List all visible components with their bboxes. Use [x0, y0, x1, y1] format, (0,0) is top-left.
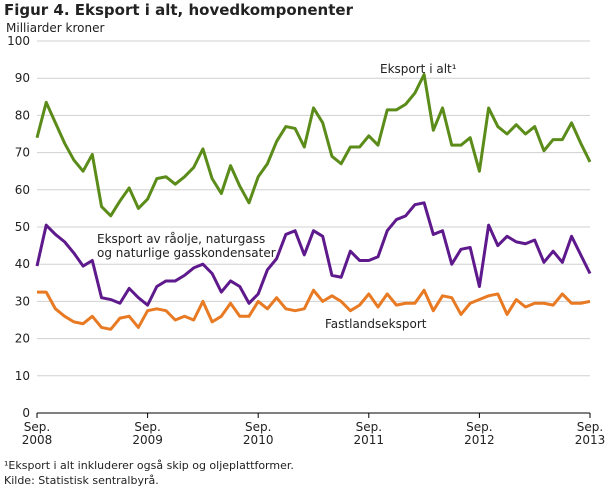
x-tick-label: Sep. 2009	[132, 420, 163, 447]
y-tick-label: 80	[15, 108, 30, 122]
y-tick-label: 100	[7, 34, 30, 48]
footnote: ¹Eksport i alt inkluderer også skip og o…	[4, 459, 294, 472]
y-tick-label: 60	[15, 183, 30, 197]
series-line	[37, 288, 591, 331]
y-tick-label: 0	[22, 406, 30, 420]
y-tick-label: 90	[15, 71, 30, 85]
series-line	[35, 72, 592, 218]
y-tick-label: 70	[15, 146, 30, 160]
x-tick-label: Sep. 2013	[575, 420, 606, 447]
x-tick-label: Sep. 2012	[464, 420, 495, 447]
series-line	[35, 201, 592, 307]
y-tick-label: 20	[15, 332, 30, 346]
x-tick-label: Sep. 2008	[22, 420, 53, 447]
y-tick-label: 50	[15, 220, 30, 234]
y-axis-label: Milliarder kroner	[6, 21, 104, 35]
chart-title: Figur 4. Eksport i alt, hovedkomponenter	[4, 1, 354, 19]
series-label: Eksport i alt¹	[380, 62, 457, 76]
y-tick-label: 40	[15, 257, 30, 271]
series-label: Eksport av råolje, naturgass og naturlige…	[97, 232, 276, 260]
x-tick-label: Sep. 2010	[243, 420, 274, 447]
series-label: Fastlandseksport	[325, 317, 427, 331]
y-tick-label: 30	[15, 294, 30, 308]
x-tick-label: Sep. 2011	[354, 420, 385, 447]
y-tick-label: 10	[15, 369, 30, 383]
source: Kilde: Statistisk sentralbyrå.	[4, 474, 159, 487]
